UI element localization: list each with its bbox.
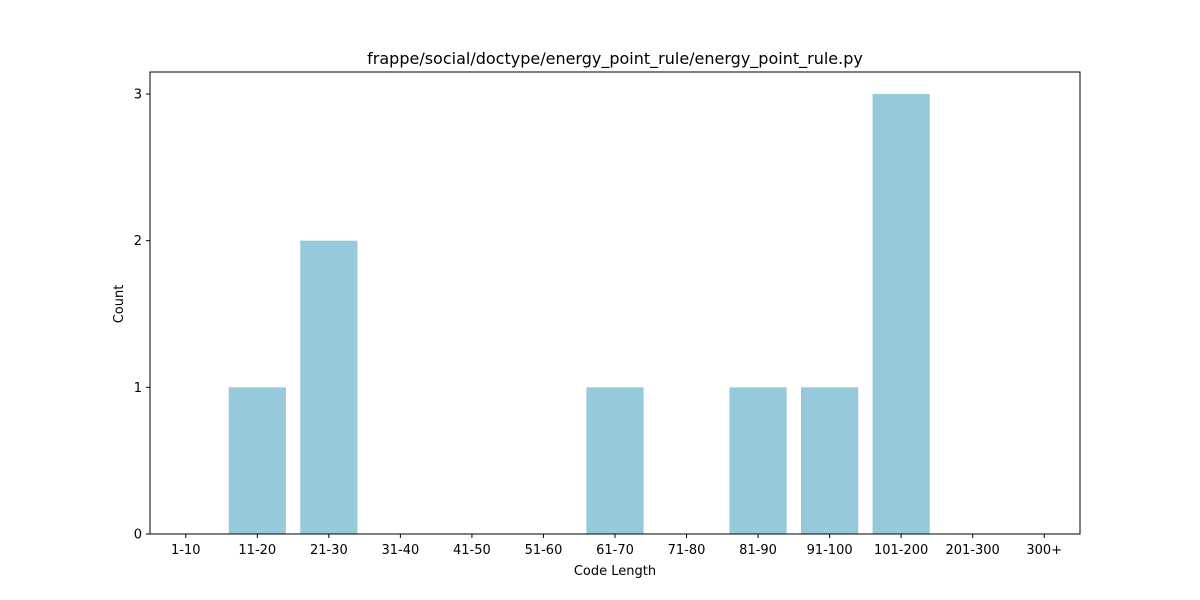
x-tick-label: 61-70 (596, 543, 634, 558)
x-tick-label: 51-60 (525, 543, 563, 558)
bar-91-100 (801, 387, 859, 534)
x-tick-label: 201-300 (946, 543, 1000, 558)
x-tick-label: 300+ (1026, 543, 1062, 558)
bar-21-30 (300, 240, 358, 535)
x-tick-label: 21-30 (310, 543, 348, 558)
x-tick-label: 101-200 (874, 543, 928, 558)
x-tick-label: 31-40 (381, 543, 419, 558)
y-tick-label: 3 (134, 88, 142, 103)
x-tick-label: 11-20 (238, 543, 276, 558)
x-tick-label: 71-80 (668, 543, 706, 558)
x-tick-label: 41-50 (453, 543, 491, 558)
bar-11-20 (228, 387, 286, 534)
ticks-layer: 1-10 11-20 21-30 31-40 41-50 51-60 61-70 71-80 8… (134, 88, 1062, 559)
chart-title: frappe/social/doctype/energy_point_rule/… (367, 49, 863, 69)
x-axis-label: Code Length (574, 564, 656, 579)
x-tick-label: 1-10 (171, 543, 201, 558)
bar-61-70 (586, 387, 644, 534)
x-tick-label: 81-90 (739, 543, 777, 558)
y-tick-label: 2 (134, 234, 142, 249)
bars-layer (228, 94, 930, 535)
bar-81-90 (729, 387, 787, 534)
x-tick-label: 91-100 (807, 543, 853, 558)
bar-101-200 (872, 94, 930, 534)
y-axis-label: Count (112, 285, 127, 324)
y-tick-label: 0 (134, 528, 142, 543)
y-tick-label: 1 (134, 381, 142, 396)
